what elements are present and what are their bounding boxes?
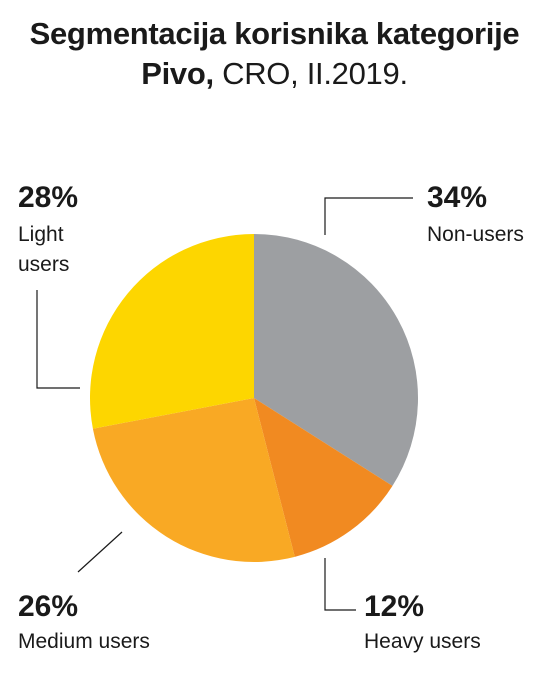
pie-slice-medium-users bbox=[92, 398, 295, 563]
slice-value-label-medium-users: 26% bbox=[18, 590, 79, 623]
slice-value-label-light-users: 28% bbox=[18, 181, 79, 214]
slice-name-label-light-users: Light users bbox=[18, 223, 70, 276]
slice-name-label-non-users: Non-users bbox=[427, 223, 524, 246]
leader-line-medium-users bbox=[77, 531, 123, 573]
leader-line-light-users bbox=[36, 290, 80, 389]
pie-slices bbox=[89, 234, 419, 563]
chart-title-market-period: CRO, II.2019. bbox=[213, 56, 408, 91]
leader-line-heavy-users bbox=[324, 558, 356, 611]
leader-line-non-users bbox=[324, 197, 413, 235]
slice-name-label-medium-users: Medium users bbox=[18, 630, 150, 653]
chart-title: Segmentacija korisnika kategorije Pivo, … bbox=[0, 14, 549, 94]
chart-title-line1: Segmentacija korisnika kategorije bbox=[29, 16, 520, 51]
slice-value-label-non-users: 34% bbox=[427, 181, 488, 214]
chart-title-category: Pivo, bbox=[141, 56, 214, 91]
chart-title-line2: Pivo, CRO, II.2019. bbox=[0, 54, 549, 94]
pie-slice-heavy-users bbox=[254, 398, 393, 557]
slice-name-label-heavy-users: Heavy users bbox=[364, 630, 481, 653]
leader-lines bbox=[36, 197, 413, 611]
slice-value-label-heavy-users: 12% bbox=[364, 590, 425, 623]
pie-slice-non-users bbox=[254, 234, 419, 486]
pie-slice-light-users bbox=[89, 234, 255, 429]
